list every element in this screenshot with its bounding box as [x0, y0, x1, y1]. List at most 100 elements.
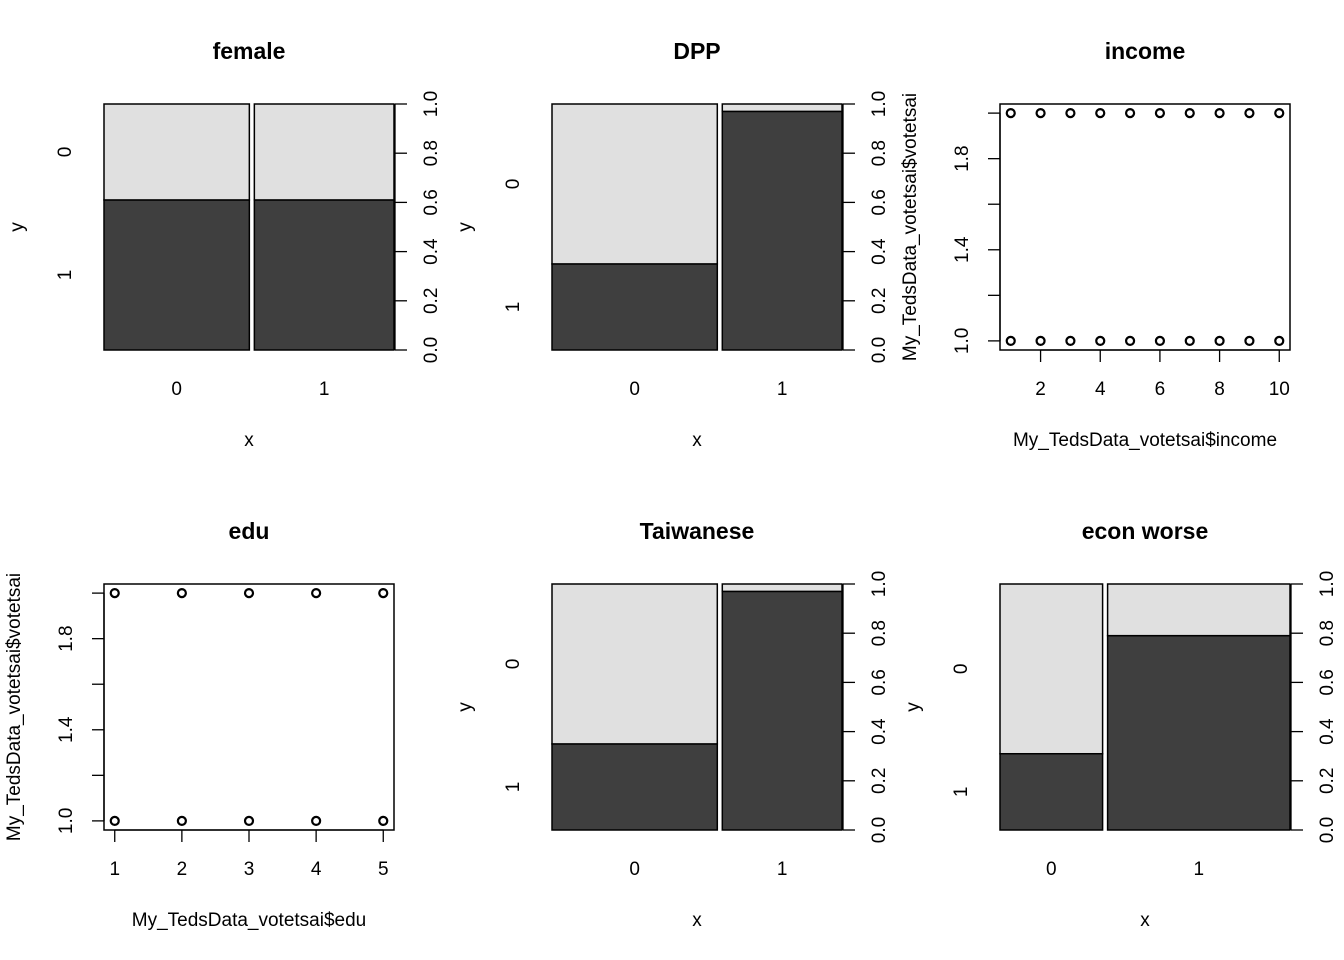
point — [311, 588, 322, 599]
y-category-label: 1 — [55, 270, 76, 281]
x-tick-label: 8 — [1214, 379, 1225, 400]
x-tick-label: 4 — [311, 859, 322, 880]
y-category-label: 0 — [503, 659, 524, 670]
y2-tick-label: 1.0 — [1317, 571, 1338, 597]
y-axis-label: y — [7, 222, 28, 232]
point — [1214, 335, 1225, 346]
point — [1274, 108, 1285, 119]
point — [1065, 335, 1076, 346]
y-category-label: 0 — [55, 147, 76, 158]
point — [243, 588, 255, 599]
x-tick-label: 1 — [1194, 859, 1205, 880]
y2-tick-label: 1.0 — [869, 571, 890, 597]
x-tick-label: 1 — [777, 859, 788, 880]
y-tick-label: 1.4 — [56, 716, 77, 743]
y2-tick-label: 0.0 — [421, 337, 442, 363]
x-tick-label: 2 — [177, 859, 188, 880]
x-tick-label: 4 — [1095, 379, 1106, 400]
spine-segment — [103, 199, 251, 351]
x-axis-label: My_TedsData_votetsai$income — [1013, 430, 1277, 451]
y-tick-label: 1.0 — [952, 328, 973, 354]
y2-tick-label: 0.8 — [421, 140, 442, 166]
x-tick-label: 3 — [244, 859, 255, 880]
y2-tick-label: 1.0 — [421, 91, 442, 117]
y2-tick-label: 0.6 — [421, 189, 442, 215]
spine-segment — [253, 199, 395, 351]
y2-tick-label: 0.4 — [869, 238, 890, 265]
spine-segment — [551, 743, 719, 831]
panel-title: Taiwanese — [640, 518, 755, 544]
panel-title: income — [1105, 38, 1186, 64]
point — [176, 815, 187, 826]
y-category-label: 0 — [951, 664, 972, 675]
y2-tick-label: 1.0 — [869, 91, 890, 117]
y-category-label: 1 — [503, 302, 524, 313]
y2-tick-label: 0.6 — [1317, 669, 1338, 695]
x-axis-label: x — [244, 430, 254, 451]
point — [1035, 335, 1046, 346]
point — [1244, 335, 1255, 346]
x-axis-label: x — [1140, 910, 1150, 931]
x-tick-label: 0 — [629, 379, 640, 400]
spine-segment — [721, 583, 843, 593]
y-category-label: 0 — [503, 179, 524, 190]
y2-tick-label: 0.4 — [421, 238, 442, 265]
x-tick-label: 2 — [1035, 379, 1046, 400]
panel-title: DPP — [673, 38, 720, 64]
x-tick-label: 5 — [378, 859, 389, 880]
y2-tick-label: 0.0 — [869, 337, 890, 363]
point — [1184, 335, 1195, 346]
point — [1005, 108, 1016, 119]
point — [243, 815, 255, 826]
y-axis-label: y — [455, 702, 476, 712]
panel: Taiwanese x y 1 0 0 1 0.0 0.2 0.4 0.6 0.8 1.0 — [455, 518, 890, 931]
y-axis-label: y — [455, 222, 476, 232]
spine-segment — [721, 590, 843, 831]
panel-title: edu — [229, 518, 270, 544]
spine-segment — [1106, 634, 1291, 831]
x-axis-label: x — [692, 430, 702, 451]
spine-segment — [999, 583, 1104, 755]
spine-segment — [721, 103, 843, 113]
point — [1184, 108, 1195, 119]
y-tick-label: 1.8 — [56, 625, 77, 651]
spine-segment — [1106, 583, 1291, 637]
y2-tick-label: 0.8 — [869, 140, 890, 166]
plot-box — [103, 583, 395, 831]
x-axis-label: x — [692, 910, 702, 931]
y2-tick-label: 0.6 — [869, 189, 890, 215]
point — [109, 588, 120, 599]
y2-tick-label: 0.2 — [869, 288, 890, 314]
point — [1095, 108, 1106, 119]
y2-tick-label: 0.6 — [869, 669, 890, 695]
point — [378, 588, 389, 599]
point — [109, 815, 120, 826]
y-axis-label: y — [903, 702, 924, 712]
x-tick-label: 0 — [1046, 859, 1057, 880]
point — [1035, 108, 1046, 119]
spine-segment — [721, 110, 843, 351]
panel: female x y 1 0 0 1 0.0 0.2 0.4 0.6 0.8 1.0 — [7, 38, 442, 451]
y2-tick-label: 0.2 — [869, 768, 890, 794]
y2-tick-label: 0.8 — [869, 620, 890, 646]
y2-tick-label: 0.0 — [1317, 817, 1338, 843]
spine-segment — [103, 103, 251, 201]
x-tick-label: 6 — [1155, 379, 1166, 400]
y2-tick-label: 0.8 — [1317, 620, 1338, 646]
x-tick-label: 0 — [629, 859, 640, 880]
y2-tick-label: 0.2 — [1317, 768, 1338, 794]
y2-tick-label: 0.0 — [869, 817, 890, 843]
x-tick-label: 0 — [171, 379, 182, 400]
x-axis-label: My_TedsData_votetsai$edu — [132, 910, 366, 931]
x-tick-label: 10 — [1269, 379, 1290, 400]
spine-segment — [999, 752, 1104, 831]
point — [1095, 335, 1106, 346]
point — [1154, 335, 1166, 346]
point — [1124, 335, 1136, 346]
panel-title: female — [213, 38, 286, 64]
point — [1124, 108, 1136, 119]
point — [311, 815, 322, 826]
panel: DPP x y 1 0 0 1 0.0 0.2 0.4 0.6 0.8 1.0 — [455, 38, 890, 451]
point — [1005, 335, 1016, 346]
point — [378, 815, 389, 826]
